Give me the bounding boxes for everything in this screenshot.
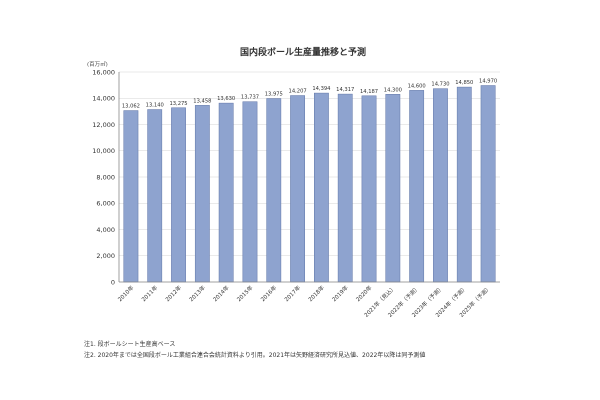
data-label: 14,970 [479,79,497,85]
bar [337,93,353,283]
x-tick-label: 2018年 [306,283,326,303]
data-label: 13,062 [122,104,140,110]
y-axis-unit: (百万㎡) [87,60,108,68]
data-label: 14,850 [455,80,473,86]
x-tick-label: 2020年 [354,283,374,303]
data-label: 13,458 [193,98,211,104]
x-tick-label: 2016年 [259,283,279,303]
data-label: 14,600 [408,83,426,89]
x-tick-label: 2019年 [330,283,350,303]
bar [171,107,186,283]
chart-notes: 注1. 段ボールシート生産高ベース 注2. 2020年までは全国段ボール工業組合… [84,339,425,361]
x-tick-label: 2013年 [187,283,207,303]
bar [266,98,282,283]
data-label: 13,630 [217,96,235,102]
data-label: 14,317 [336,87,354,93]
y-tick-label: 12,000 [92,121,115,129]
y-tick-label: 8,000 [96,173,115,181]
bar [456,86,472,283]
y-tick-labels: 0 2,000 4,000 6,000 8,000 10,000 12,000 14,000 1… [92,68,115,286]
y-tick-label: 4,000 [96,226,115,234]
y-tick-label: 2,000 [96,252,115,260]
data-labels: 13,062 13,140 13,275 13,458 13,630 13,737 13,9… [122,79,497,110]
data-label: 13,275 [169,101,187,107]
bar [480,85,496,283]
bar [314,92,329,283]
data-label: 13,140 [146,103,164,109]
x-tick-labels: 2010年 2011年 2012年 2013年 2014年 2015年 2016年 2017年… [116,283,493,318]
x-tick-label: 2015年 [235,283,255,303]
bar [123,110,139,283]
y-tick-label: 10,000 [92,147,115,155]
data-label: 14,730 [431,82,449,88]
data-label: 13,975 [265,92,283,98]
bar [242,101,258,283]
bar-chart: 国内段ボール生産量推移と予測 (百万㎡) 0 2,000 4,000 6,000 8,0… [87,46,500,319]
data-label: 14,300 [384,87,402,93]
y-tick-label: 6,000 [96,200,115,208]
data-label: 14,207 [289,89,307,95]
x-tick-label: 2017年 [283,283,303,303]
y-tick-label: 14,000 [92,95,115,103]
data-label: 14,394 [312,86,331,92]
chart-title: 国内段ボール生産量推移と予測 [240,46,366,58]
y-tick-label: 0 [111,278,115,286]
bar [147,109,163,283]
x-tick-label: 2012年 [164,283,184,303]
y-tick-label: 16,000 [92,68,115,76]
bar [290,95,305,283]
note-1: 注1. 段ボールシート生産高ベース [84,341,176,348]
bar [409,90,425,283]
data-label: 13,737 [241,95,259,101]
x-tick-label: 2010年 [116,283,136,303]
note-2: 注2. 2020年までは全国段ボール工業組合連合会統計資料より引用。2021年は… [84,352,426,359]
bars [123,85,496,283]
x-tick-label: 2014年 [211,283,231,303]
bar [361,95,377,283]
bar [385,94,401,283]
data-label: 14,187 [360,89,378,95]
x-tick-label: 2011年 [140,283,160,303]
bar [218,102,234,283]
bar [433,88,448,283]
bar [194,105,210,283]
